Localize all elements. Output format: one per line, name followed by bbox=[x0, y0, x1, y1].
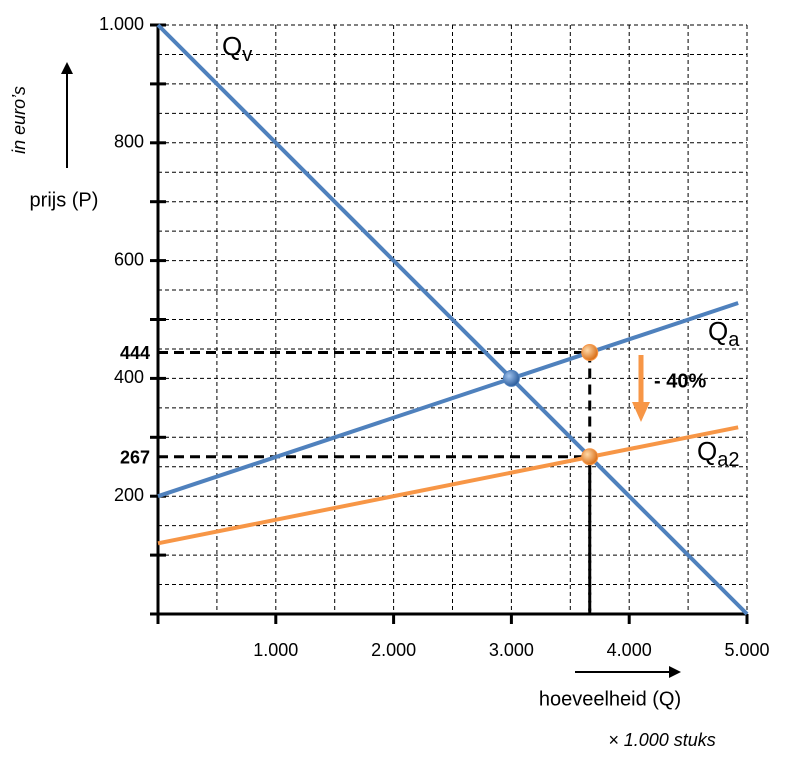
series-label: Qa2 bbox=[697, 436, 739, 471]
grid bbox=[158, 24, 748, 614]
series-label-main: Q bbox=[697, 436, 717, 466]
series-label: Qa bbox=[708, 316, 740, 351]
x-tick-label: 4.000 bbox=[607, 640, 652, 660]
point bbox=[581, 343, 599, 361]
x-arrow-head bbox=[669, 666, 681, 678]
x-unit: × 1.000 stuks bbox=[608, 730, 716, 750]
value-label: 444 bbox=[120, 343, 150, 363]
x-tick-label: 5.000 bbox=[724, 640, 769, 660]
y-tick-label: 200 bbox=[114, 485, 144, 505]
series-label-main: Q bbox=[222, 31, 242, 61]
series-label-sub: a2 bbox=[717, 449, 739, 471]
point bbox=[581, 448, 599, 466]
series-label-main: Q bbox=[708, 316, 728, 346]
point bbox=[502, 369, 520, 387]
series-label-sub: a bbox=[728, 329, 740, 351]
x-tick-label: 1.000 bbox=[253, 640, 298, 660]
x-tick-label: 2.000 bbox=[371, 640, 416, 660]
y-tick-label: 600 bbox=[114, 249, 144, 269]
y-tick-label: 400 bbox=[114, 367, 144, 387]
y-arrow-head bbox=[61, 62, 73, 74]
annotation: - 40% bbox=[654, 370, 706, 392]
y-tick-label: 1.000 bbox=[99, 14, 144, 34]
value-label: 267 bbox=[120, 447, 150, 467]
y-tick-label: 800 bbox=[114, 132, 144, 152]
y-unit: in euro’s bbox=[9, 86, 29, 154]
x-axis-label: hoeveelheid (Q) bbox=[539, 688, 681, 710]
series-line bbox=[156, 23, 749, 616]
shift-arrow-head bbox=[632, 402, 650, 422]
series-line bbox=[157, 425, 739, 546]
y-axis-label: prijs (P) bbox=[30, 189, 99, 211]
series-line bbox=[157, 301, 739, 499]
series-label-sub: v bbox=[242, 44, 252, 66]
x-tick-label: 3.000 bbox=[489, 640, 534, 660]
series-label: Qv bbox=[222, 31, 252, 66]
